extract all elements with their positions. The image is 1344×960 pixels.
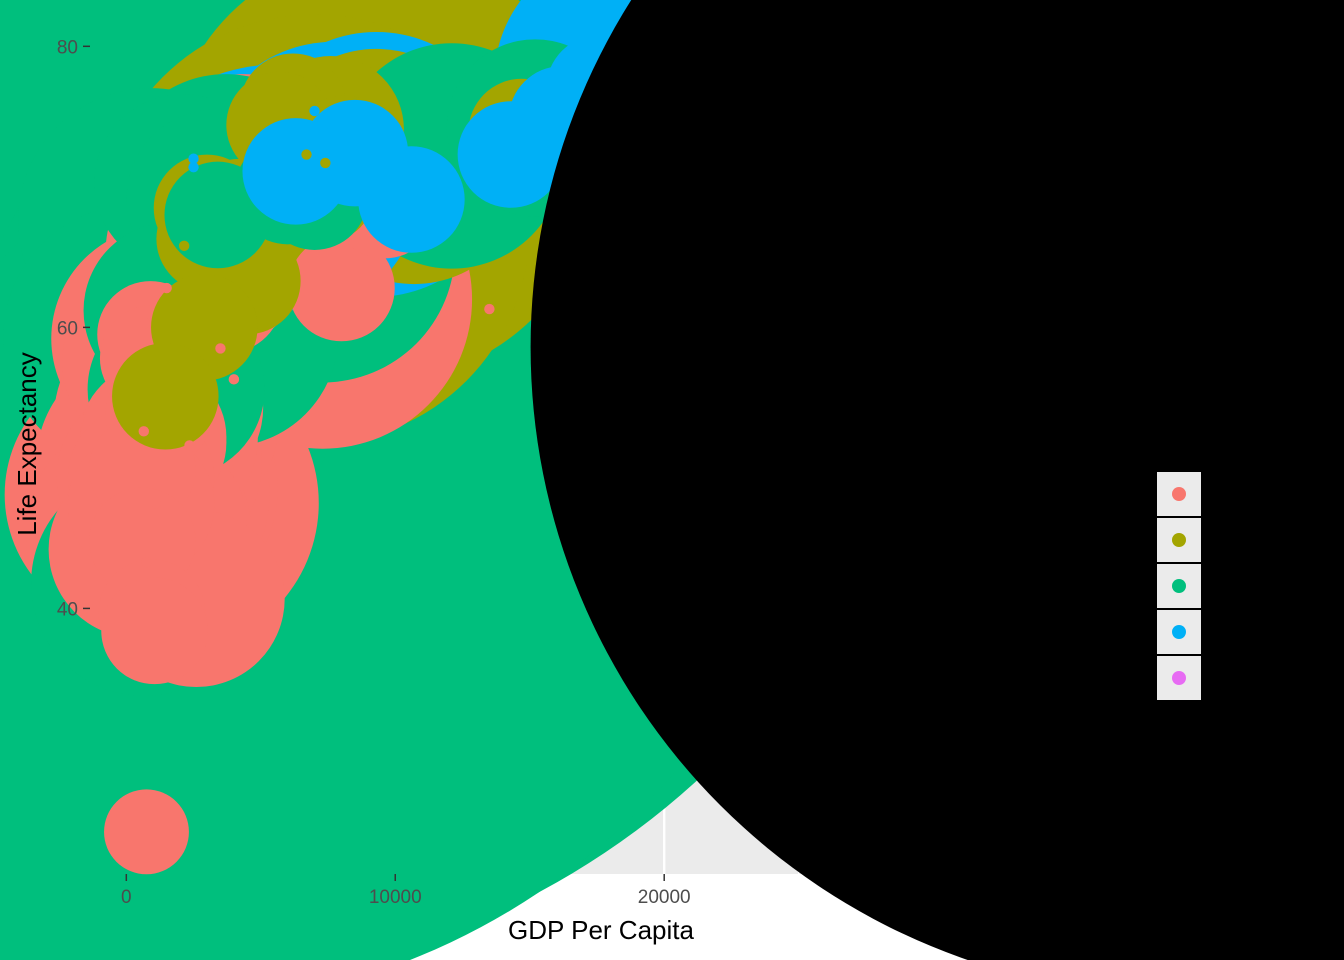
color-legend-title: Continent xyxy=(1157,427,1269,457)
data-point-africa xyxy=(141,556,152,568)
color-legend-key-oceania xyxy=(1172,671,1186,685)
data-point-americas xyxy=(320,157,331,169)
color-legend-label-africa: Africa xyxy=(1217,484,1271,507)
color-legend-label-europe: Europe xyxy=(1217,622,1285,645)
color-legend-label-oceania: Oceania xyxy=(1217,668,1296,691)
y-tick-label: 80 xyxy=(57,37,78,58)
data-point-asia xyxy=(164,161,272,269)
data-point-africa xyxy=(484,303,495,315)
data-point-africa xyxy=(137,591,148,603)
y-axis-title: Life Expectancy xyxy=(12,352,42,536)
data-point-africa xyxy=(215,343,226,354)
data-point-africa xyxy=(104,789,189,875)
data-point-americas xyxy=(301,149,312,160)
data-point-africa xyxy=(139,317,151,329)
y-tick-label: 40 xyxy=(57,599,78,620)
data-point-europe xyxy=(309,105,320,117)
color-legend-label-asia: Asia xyxy=(1217,576,1258,599)
data-point-americas xyxy=(112,342,219,450)
x-tick-label: 10000 xyxy=(369,887,422,908)
data-point-europe xyxy=(358,146,465,253)
data-point-europe xyxy=(457,101,565,208)
data-point-africa xyxy=(150,497,162,509)
size-legend-key xyxy=(530,0,1344,960)
data-point-americas xyxy=(178,240,190,252)
data-point-europe xyxy=(503,131,514,142)
data-point-europe xyxy=(188,153,199,164)
size-legend-label: 9e+08 xyxy=(1217,337,1276,360)
data-point-africa xyxy=(101,577,208,685)
data-point-africa xyxy=(228,374,240,385)
data-point-africa xyxy=(184,440,195,451)
x-tick-label: 20000 xyxy=(638,887,691,908)
data-point-europe xyxy=(242,118,350,225)
color-legend-key-africa xyxy=(1172,487,1186,501)
y-tick-label: 60 xyxy=(57,318,78,339)
data-point-africa xyxy=(138,426,149,437)
data-point-africa xyxy=(161,282,172,294)
x-axis-title: GDP Per Capita xyxy=(508,915,694,945)
color-legend-key-asia xyxy=(1172,579,1186,593)
color-legend-label-americas: Americas xyxy=(1217,530,1305,553)
color-legend-key-europe xyxy=(1172,625,1186,639)
legend: Population3e+086e+089e+08ContinentAfrica… xyxy=(530,0,1344,960)
color-legend-key-americas xyxy=(1172,533,1186,547)
data-point-europe xyxy=(188,161,199,173)
x-tick-label: 0 xyxy=(121,887,132,908)
data-point-africa xyxy=(288,234,395,342)
